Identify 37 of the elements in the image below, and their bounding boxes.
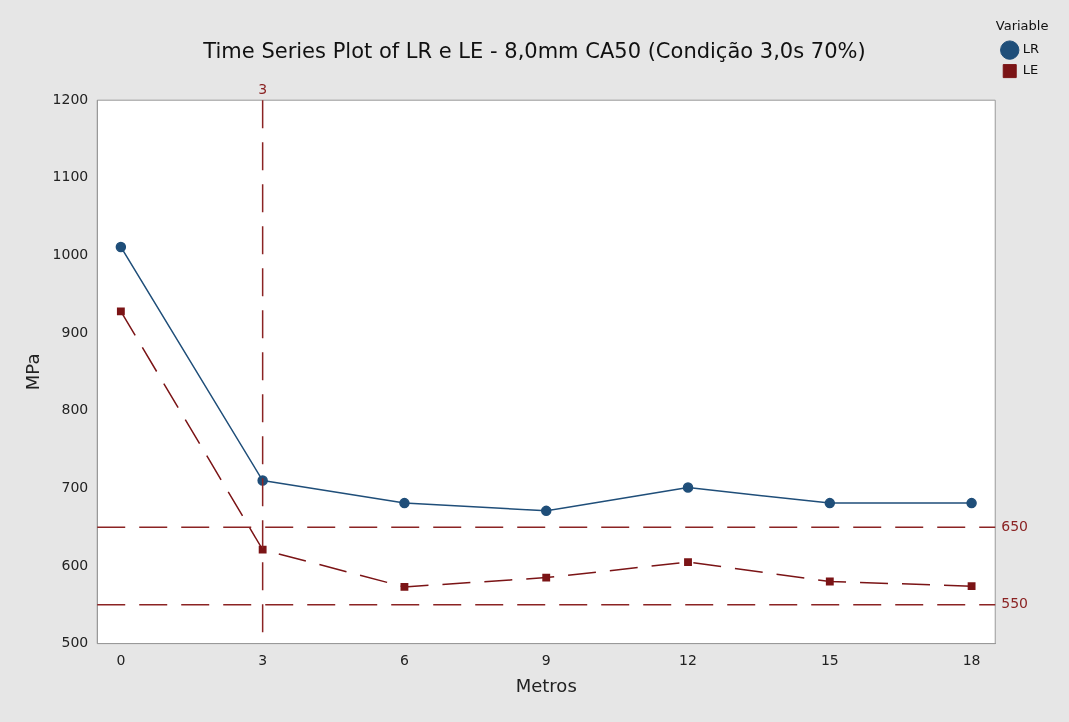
y-tick-label: 900 — [61, 323, 89, 340]
legend-label: LR — [1022, 41, 1040, 57]
y-tick-label: 1100 — [52, 168, 89, 185]
chart-title: Time Series Plot of LR e LE - 8,0mm CA50 (Condição 3,0s 70%) — [202, 39, 866, 64]
point — [540, 505, 552, 517]
x-tick-label: 0 — [116, 651, 126, 668]
point — [966, 497, 977, 509]
ref-line-label: 650 — [1001, 517, 1028, 534]
point — [682, 482, 694, 493]
point — [258, 545, 267, 554]
point — [684, 558, 692, 567]
y-tick-label: 1200 — [52, 90, 89, 107]
y-tick-label: 1000 — [52, 246, 89, 263]
x-tick-label: 9 — [541, 651, 551, 668]
point — [542, 573, 551, 582]
legend-title: Variable — [995, 17, 1049, 33]
y-tick-label: 800 — [61, 401, 89, 418]
point — [967, 582, 976, 591]
legend-label: LE — [1022, 62, 1039, 78]
x-tick-label: 15 — [820, 651, 839, 668]
point — [116, 307, 125, 316]
y-tick-label: 600 — [61, 556, 89, 573]
y-axis-title: MPa — [22, 353, 44, 391]
point — [400, 583, 409, 591]
point — [825, 577, 834, 586]
x-tick-label: 12 — [679, 651, 697, 668]
point — [399, 497, 410, 509]
x-axis-title: Metros — [515, 674, 577, 696]
point — [824, 497, 836, 509]
x-tick-label: 18 — [962, 651, 981, 668]
ref-line-label: 3 — [258, 80, 268, 97]
x-tick-label: 6 — [399, 651, 409, 668]
ref-line-label: 550 — [1001, 595, 1028, 612]
y-tick-label: 700 — [61, 478, 89, 495]
y-tick-label: 500 — [61, 634, 89, 651]
point — [115, 241, 127, 253]
x-tick-label: 3 — [258, 651, 268, 668]
